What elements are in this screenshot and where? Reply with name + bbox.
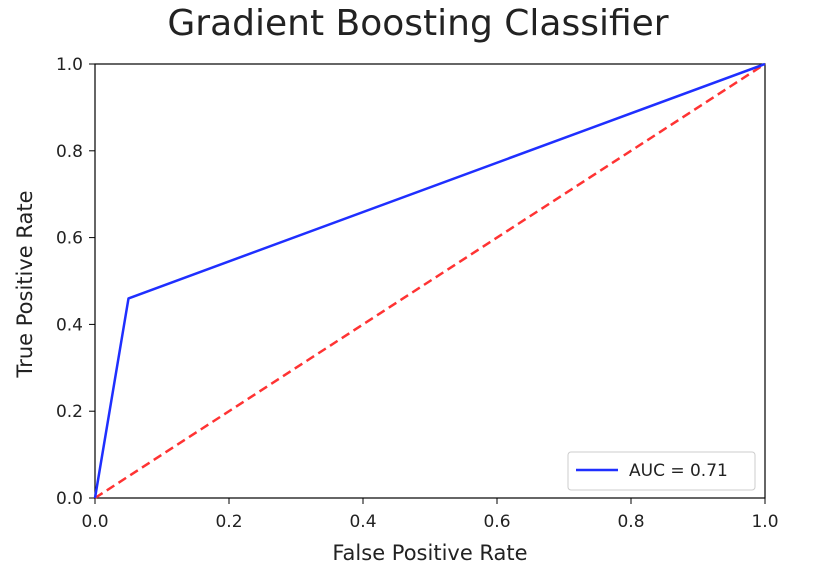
x-tick-label: 1.0	[751, 512, 778, 532]
y-axis-label: True Positive Rate	[13, 190, 37, 378]
chart-title: Gradient Boosting Classifier	[167, 3, 668, 44]
legend-box	[567, 451, 756, 491]
chance-diagonal-line	[94, 62, 766, 500]
x-tick-label: 0.2	[215, 512, 242, 532]
x-tick-label: 0.8	[617, 512, 644, 532]
x-axis: 0.0 0.2 0.4 0.6 0.8 1.0	[81, 498, 779, 532]
y-tick-label: 0.0	[56, 489, 83, 509]
y-tick-label: 0.8	[56, 142, 83, 162]
plot-area-frame	[94, 63, 766, 499]
roc-curve-line	[93, 62, 766, 499]
y-tick-label: 0.6	[56, 229, 83, 249]
x-tick-label: 0.4	[349, 512, 376, 532]
legend-label: AUC = 0.71	[629, 461, 728, 481]
series-layer	[93, 62, 766, 500]
y-tick-label: 0.4	[56, 315, 83, 335]
x-tick-label: 0.0	[81, 512, 108, 532]
y-axis: 0.0 0.2 0.4 0.6 0.8 1.0	[56, 55, 95, 509]
y-tick-label: 1.0	[56, 55, 83, 75]
x-tick-label: 0.6	[483, 512, 510, 532]
y-tick-label: 0.2	[56, 402, 83, 422]
x-axis-label: False Positive Rate	[332, 541, 527, 565]
legend: AUC = 0.71	[567, 451, 756, 491]
